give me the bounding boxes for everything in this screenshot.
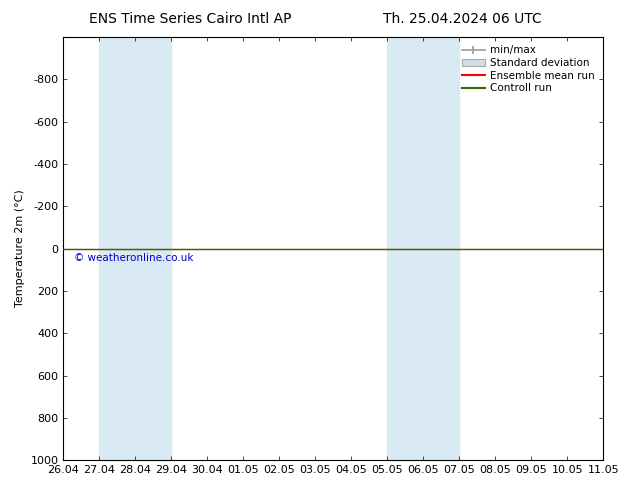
Bar [100,37,171,460]
Bar [387,37,459,460]
Text: © weatheronline.co.uk: © weatheronline.co.uk [74,253,194,263]
Text: ENS Time Series Cairo Intl AP: ENS Time Series Cairo Intl AP [89,12,292,26]
Y-axis label: Temperature 2m (°C): Temperature 2m (°C) [15,190,25,307]
Text: Th. 25.04.2024 06 UTC: Th. 25.04.2024 06 UTC [384,12,542,26]
Legend: min/max, Standard deviation, Ensemble mean run, Controll run: min/max, Standard deviation, Ensemble me… [459,42,598,97]
